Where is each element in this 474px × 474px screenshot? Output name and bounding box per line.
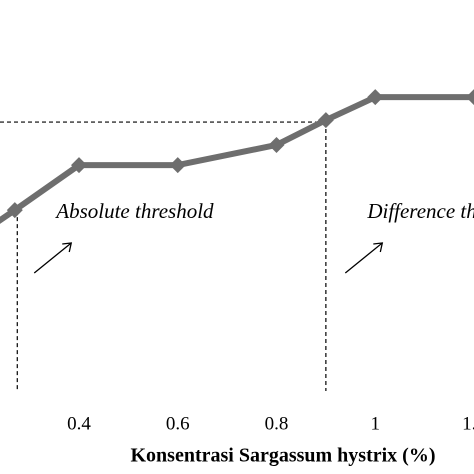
annotation: Absolute threshold [54, 199, 214, 223]
x-tick-label: 0.8 [265, 413, 289, 434]
arrow-head [62, 242, 73, 253]
arrow-head [373, 242, 384, 253]
data-point [367, 89, 384, 106]
arrow [344, 242, 383, 274]
annotation: Difference threshold [366, 199, 474, 223]
x-tick-label: 1 [371, 413, 381, 434]
data-point [169, 157, 186, 174]
x-tick-label: 0.4 [67, 413, 91, 434]
x-axis-label: Konsentrasi Sargassum hystrix (%) [130, 445, 435, 467]
data-point [6, 202, 23, 219]
data-point [71, 157, 87, 174]
x-tick-label: 1.2 [462, 413, 474, 434]
data-point [268, 136, 285, 153]
x-tick-label: 0.6 [166, 413, 190, 434]
data-point [466, 89, 474, 106]
arrow [33, 242, 72, 274]
data-point [317, 112, 334, 129]
series-line [0, 94, 474, 224]
